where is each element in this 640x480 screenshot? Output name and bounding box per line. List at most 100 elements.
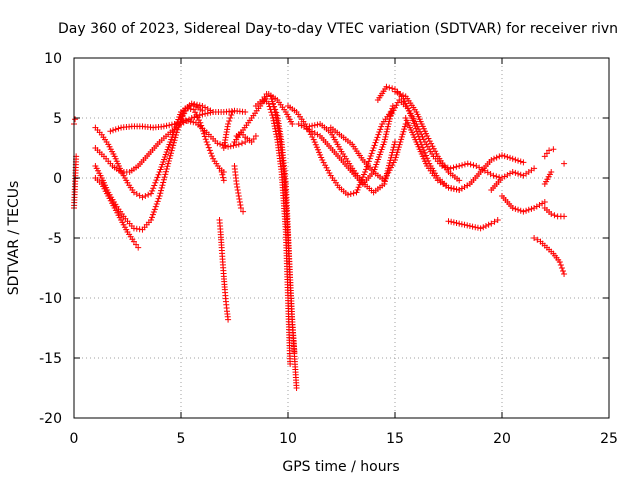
data-point <box>517 207 524 214</box>
data-point <box>263 91 270 97</box>
data-point <box>548 169 555 175</box>
data-point <box>182 117 189 124</box>
data-point <box>520 208 527 215</box>
data-point <box>501 153 508 160</box>
data-point <box>424 133 431 139</box>
data-point <box>326 170 333 176</box>
data-point <box>233 181 240 187</box>
data-point <box>383 128 390 135</box>
data-point <box>414 123 421 130</box>
data-point <box>369 147 376 154</box>
data-point <box>461 221 468 228</box>
data-point <box>316 149 323 156</box>
data-point <box>390 107 397 114</box>
data-point <box>252 133 259 139</box>
data-point <box>184 105 191 112</box>
data-point <box>401 126 408 133</box>
data-point <box>509 169 516 175</box>
series-s4 <box>92 107 249 175</box>
data-point <box>389 85 396 92</box>
series-s11 <box>220 109 236 151</box>
data-point <box>398 136 405 143</box>
data-point <box>425 135 432 142</box>
data-point <box>168 121 175 128</box>
x-axis-label: GPS time / hours <box>282 459 399 475</box>
data-point <box>324 167 331 174</box>
data-point <box>268 96 275 102</box>
data-point <box>179 118 186 125</box>
data-point <box>193 111 200 118</box>
x-tick-label: 25 <box>600 431 618 447</box>
data-point <box>383 131 390 138</box>
series-s27 <box>488 165 538 193</box>
y-tick-label: 0 <box>53 171 62 187</box>
data-point <box>400 92 407 99</box>
data-point <box>453 186 460 193</box>
data-point <box>466 223 473 229</box>
data-point <box>269 112 276 119</box>
data-point <box>374 134 381 141</box>
data-point <box>395 144 402 151</box>
data-point <box>142 193 149 199</box>
data-point <box>350 190 357 197</box>
data-point <box>494 217 501 223</box>
data-point <box>242 109 249 115</box>
data-point <box>309 122 316 129</box>
data-point <box>313 144 320 151</box>
data-point <box>423 152 430 159</box>
data-point <box>174 120 181 127</box>
data-point <box>317 151 324 158</box>
data-point <box>226 118 233 124</box>
data-point <box>163 168 170 175</box>
data-point <box>354 186 361 193</box>
data-point <box>515 157 522 164</box>
data-point <box>307 131 314 138</box>
x-tick-label: 20 <box>493 431 511 447</box>
data-point <box>491 218 498 225</box>
data-point <box>472 224 479 231</box>
series-s21 <box>327 121 409 184</box>
data-point <box>151 182 158 189</box>
data-point <box>474 224 481 231</box>
series-s19 <box>295 103 396 187</box>
data-point <box>551 212 558 219</box>
series-s31 <box>541 146 557 160</box>
data-point <box>528 205 535 212</box>
data-point <box>115 125 122 132</box>
data-point <box>421 149 428 156</box>
data-point <box>456 163 463 169</box>
data-point <box>170 139 177 146</box>
series-s6 <box>92 101 206 233</box>
y-tick-label: -20 <box>39 411 62 427</box>
data-point <box>149 187 156 194</box>
series-s17 <box>270 100 298 355</box>
data-point <box>415 126 422 133</box>
data-point <box>237 202 244 208</box>
data-point <box>152 203 159 210</box>
data-point <box>420 136 427 143</box>
data-point <box>309 134 316 140</box>
data-point <box>225 121 232 127</box>
data-point <box>304 126 311 133</box>
data-point <box>482 223 489 229</box>
data-point <box>293 385 300 391</box>
data-point <box>561 213 568 220</box>
data-point <box>170 142 177 149</box>
data-point <box>488 220 495 227</box>
data-point <box>236 196 243 202</box>
data-point <box>210 109 217 115</box>
data-point <box>271 103 278 110</box>
data-point <box>160 176 167 183</box>
data-point <box>381 178 388 185</box>
data-point <box>419 144 426 151</box>
data-point <box>464 160 471 167</box>
data-point <box>389 146 396 153</box>
series-s29 <box>541 205 568 220</box>
data-point <box>390 144 397 151</box>
data-point <box>385 121 392 127</box>
data-point <box>230 142 237 149</box>
data-point <box>188 115 195 121</box>
data-point <box>467 161 474 168</box>
data-point <box>419 133 426 140</box>
data-point <box>235 193 242 199</box>
